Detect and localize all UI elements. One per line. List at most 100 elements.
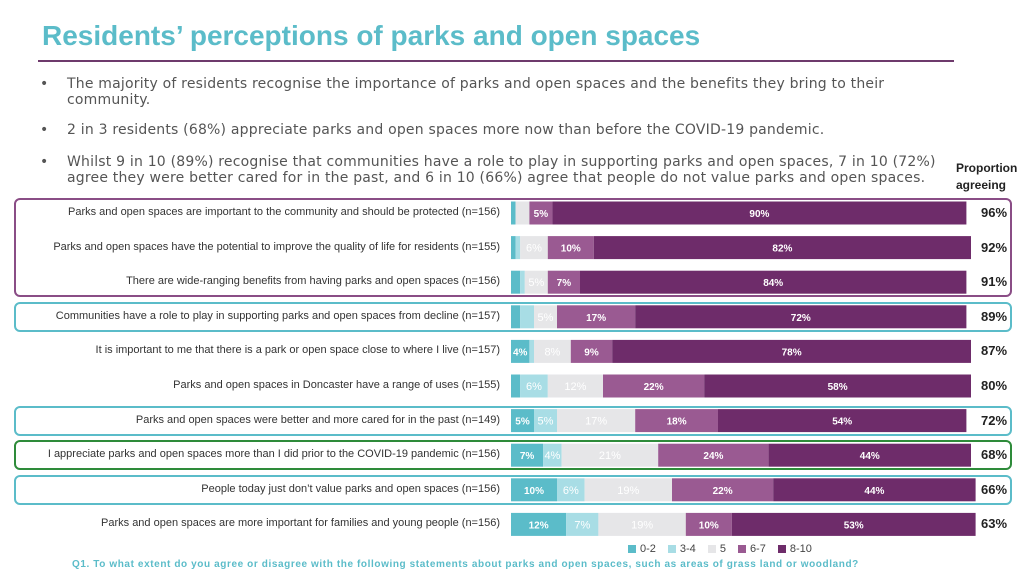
highlight-box — [14, 405, 1012, 436]
data-label: 58% — [828, 382, 848, 393]
bar-segment-6-7 — [658, 443, 769, 467]
bar-segment-5 — [534, 305, 557, 329]
proportion-agreeing-value: 87% — [981, 343, 1008, 359]
legend-label: 6-7 — [749, 543, 766, 555]
legend-item: 5 — [707, 543, 726, 555]
bar-segment-5 — [520, 236, 548, 260]
bar-segment-8-10 — [718, 409, 967, 433]
legend-swatch — [628, 545, 636, 553]
bar-segment-8-10 — [635, 305, 967, 329]
data-label: 5% — [528, 277, 544, 289]
proportion-agreeing-value: 89% — [981, 308, 1008, 324]
legend-swatch — [707, 545, 716, 553]
bar-segment-3-4 — [529, 339, 534, 363]
bar-segment-0-2 — [511, 512, 567, 536]
bar-segment-0-2 — [511, 305, 521, 329]
data-label: 5% — [515, 417, 530, 428]
bar-segment-5 — [515, 201, 530, 225]
bar-segment-6-7 — [529, 201, 553, 225]
data-label: 7% — [557, 278, 572, 289]
row-label: Parks and open spaces are important to t… — [67, 206, 500, 218]
bar-segment-3-4 — [543, 443, 562, 467]
data-label: 72% — [791, 313, 811, 324]
data-label: 12% — [564, 381, 586, 393]
data-label: 7% — [520, 451, 535, 462]
data-label: 17% — [585, 416, 607, 428]
bar-segment-5 — [561, 443, 659, 467]
bar-segment-0-2 — [511, 443, 544, 467]
data-label: 24% — [703, 451, 723, 462]
row-label: It is important to me that there is a pa… — [95, 344, 500, 357]
data-label: 22% — [713, 486, 733, 497]
bar-segment-6-7 — [635, 409, 718, 433]
bar-segment-3-4 — [566, 512, 599, 536]
proportion-agreeing-value: 72% — [981, 412, 1008, 428]
bar-segment-8-10 — [593, 236, 971, 260]
bar-segment-0-2 — [511, 201, 516, 225]
bar-segment-5 — [584, 478, 672, 502]
bar-segment-0-2 — [511, 409, 534, 433]
bar-segment-3-4 — [520, 305, 534, 329]
bar-segment-6-7 — [547, 270, 580, 294]
data-label: 6% — [526, 243, 542, 255]
row-label: Parks and open spaces were better and mo… — [135, 413, 500, 426]
proportion-agreeing-value: 91% — [981, 274, 1008, 290]
chart-legend: 0-2 3-4 5 6-7 8-10 — [628, 543, 812, 555]
data-label: 19% — [617, 485, 639, 497]
summary-bullets: The majority of residents recognise the … — [40, 76, 950, 186]
bar-segment-8-10 — [768, 443, 971, 467]
legend-item: 8-10 — [777, 543, 812, 555]
proportion-agreeing-value: 66% — [981, 481, 1008, 497]
data-label: 84% — [763, 278, 783, 289]
data-label: 4% — [544, 450, 560, 462]
row-label: Parks and open spaces in Doncaster have … — [173, 379, 500, 391]
data-label: 21% — [599, 450, 621, 462]
data-label: 82% — [772, 244, 792, 255]
legend-label: 0-2 — [640, 543, 656, 555]
data-label: 78% — [782, 347, 802, 358]
bar-segment-0-2 — [511, 374, 521, 398]
legend-swatch — [667, 545, 676, 553]
bar-segment-6-7 — [685, 512, 732, 536]
bar-segment-8-10 — [580, 270, 967, 294]
bar-segment-8-10 — [773, 478, 976, 502]
proportion-agreeing-value: 63% — [981, 516, 1008, 532]
bar-segment-5 — [547, 374, 603, 398]
proportion-agreeing-value: 92% — [981, 239, 1008, 255]
legend-swatch — [737, 545, 746, 553]
row-label: People today just don’t value parks and … — [201, 482, 500, 495]
legend-item: 6-7 — [737, 543, 766, 555]
proportion-agreeing-value: 68% — [981, 447, 1008, 463]
bar-segment-8-10 — [612, 339, 971, 363]
data-label: 5% — [534, 209, 549, 220]
proportion-agreeing-value: 80% — [981, 378, 1008, 393]
bar-segment-5 — [598, 512, 686, 536]
bar-segment-8-10 — [731, 512, 976, 536]
data-label: 5% — [538, 312, 554, 324]
row-label: There are wide-ranging benefits from hav… — [126, 275, 500, 288]
bar-segment-6-7 — [672, 478, 774, 502]
data-label: 19% — [631, 519, 653, 531]
proportion-agreeing-header: Proportion agreeing — [956, 161, 1018, 192]
bullet-item: Whilst 9 in 10 (89%) recognise that comm… — [40, 154, 947, 186]
bar-segment-3-4 — [534, 409, 557, 433]
bar-segment-5 — [534, 339, 571, 363]
bar-segment-8-10 — [704, 374, 971, 398]
bar-segment-3-4 — [520, 270, 525, 294]
data-label: 5% — [538, 416, 554, 428]
data-label: 53% — [844, 520, 864, 531]
title-divider — [38, 60, 954, 62]
question-footnote: Q1. To what extent do you agree or disag… — [72, 559, 859, 570]
data-label: 10% — [524, 486, 544, 497]
bar-segment-0-2 — [511, 236, 516, 260]
data-label: 10% — [699, 520, 719, 531]
row-label: I appreciate parks and open spaces more … — [47, 448, 500, 461]
bar-segment-3-4 — [515, 236, 521, 260]
legend-label: 8-10 — [789, 543, 812, 555]
data-label: 17% — [586, 313, 606, 324]
bar-segment-0-2 — [511, 270, 521, 294]
bar-segment-5 — [557, 409, 636, 433]
bar-segment-8-10 — [552, 201, 967, 225]
legend-item: 0-2 — [628, 543, 656, 555]
